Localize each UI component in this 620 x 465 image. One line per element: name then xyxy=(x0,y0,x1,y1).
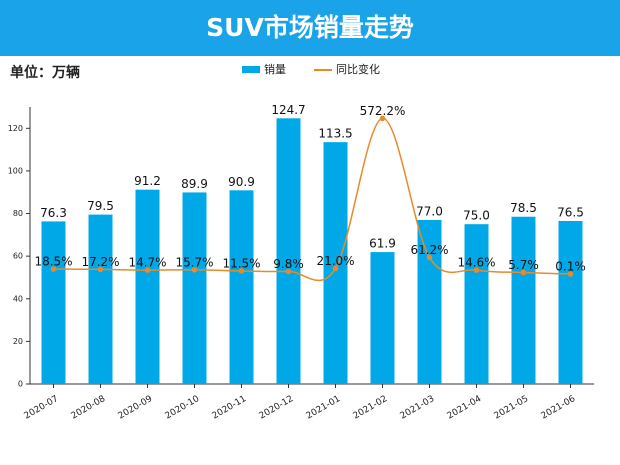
bar xyxy=(135,189,160,384)
line-value-label: 14.7% xyxy=(128,256,166,270)
line-value-label: 11.5% xyxy=(222,256,260,270)
x-tick-label: 2020-09 xyxy=(117,394,155,422)
legend-label: 销量 xyxy=(264,62,286,76)
line-marker xyxy=(238,268,245,274)
bar xyxy=(511,216,536,384)
x-tick-label: 2020-12 xyxy=(258,394,296,421)
bar xyxy=(323,142,348,384)
line-marker xyxy=(379,115,386,122)
unit-label: 单位：万辆 xyxy=(10,64,80,81)
bar-value-label: 78.5 xyxy=(510,201,537,215)
x-tick-label: 2020-07 xyxy=(23,394,61,421)
y-tick-label: 0 xyxy=(18,380,23,389)
bar xyxy=(276,118,301,384)
y-tick-label: 80 xyxy=(13,209,23,218)
x-tick-label: 2021-06 xyxy=(540,394,578,422)
bar xyxy=(182,192,207,384)
bar-value-label: 124.7 xyxy=(271,103,305,117)
bar xyxy=(41,221,66,384)
line-value-label: 14.6% xyxy=(457,256,495,270)
y-tick-label: 120 xyxy=(8,124,23,133)
bar-value-label: 89.9 xyxy=(181,177,208,191)
bar-value-label: 91.2 xyxy=(134,174,161,188)
bar-value-label: 61.9 xyxy=(369,237,396,251)
bar xyxy=(229,190,254,384)
x-tick-label: 2020-08 xyxy=(70,394,108,422)
y-tick-label: 60 xyxy=(13,252,23,261)
line-value-label: 17.2% xyxy=(81,255,119,269)
bar xyxy=(464,224,489,384)
line-marker xyxy=(191,266,198,273)
line-marker xyxy=(144,267,151,273)
x-tick-label: 2021-03 xyxy=(399,394,437,421)
line-marker xyxy=(285,268,292,275)
y-tick-label: 40 xyxy=(13,294,23,303)
bar-value-label: 76.3 xyxy=(40,206,67,220)
line-marker xyxy=(426,254,433,261)
bar-value-label: 79.5 xyxy=(87,199,114,213)
x-tick-label: 2021-02 xyxy=(352,394,390,421)
x-tick-label: 2021-01 xyxy=(305,394,343,421)
x-tick-label: 2020-11 xyxy=(211,394,249,421)
bar xyxy=(558,220,583,384)
line-marker xyxy=(332,265,339,272)
line-marker xyxy=(97,266,104,273)
line-marker xyxy=(567,271,574,277)
legend-label: 同比变化 xyxy=(336,62,380,76)
legend-swatch xyxy=(242,66,260,73)
line-value-label: 9.8% xyxy=(273,257,304,271)
bar xyxy=(370,252,395,384)
y-tick-label: 100 xyxy=(8,166,23,175)
line-value-label: 5.7% xyxy=(508,258,539,272)
line-value-label: 572.2% xyxy=(360,104,406,118)
y-tick-label: 20 xyxy=(13,337,23,346)
line-value-label: 15.7% xyxy=(175,255,213,269)
bar-value-label: 77.0 xyxy=(416,204,443,218)
x-tick-label: 2021-05 xyxy=(493,394,531,421)
x-tick-label: 2020-10 xyxy=(164,394,202,422)
line-marker xyxy=(50,266,57,272)
x-tick-label: 2021-04 xyxy=(446,394,484,422)
line-marker xyxy=(473,267,480,273)
line-value-label: 21.0% xyxy=(316,254,354,268)
line-value-label: 61.2% xyxy=(410,243,448,257)
bar-value-label: 76.5 xyxy=(557,205,584,219)
line-value-label: 18.5% xyxy=(34,255,72,269)
chart-title: SUV市场销量走势 xyxy=(206,13,414,42)
bar-value-label: 75.0 xyxy=(463,209,490,223)
title-banner xyxy=(0,0,620,56)
bar xyxy=(417,219,442,384)
bar-value-label: 90.9 xyxy=(228,175,255,189)
bar-value-label: 113.5 xyxy=(318,127,352,141)
bar xyxy=(88,214,113,384)
line-marker xyxy=(520,269,527,276)
line-value-label: 0.1% xyxy=(555,260,586,274)
